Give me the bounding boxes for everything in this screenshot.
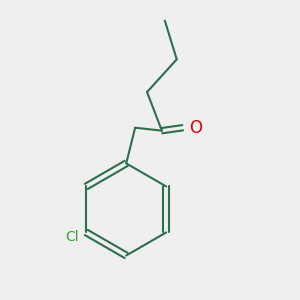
Text: O: O [189, 119, 202, 137]
Text: Cl: Cl [65, 230, 79, 244]
